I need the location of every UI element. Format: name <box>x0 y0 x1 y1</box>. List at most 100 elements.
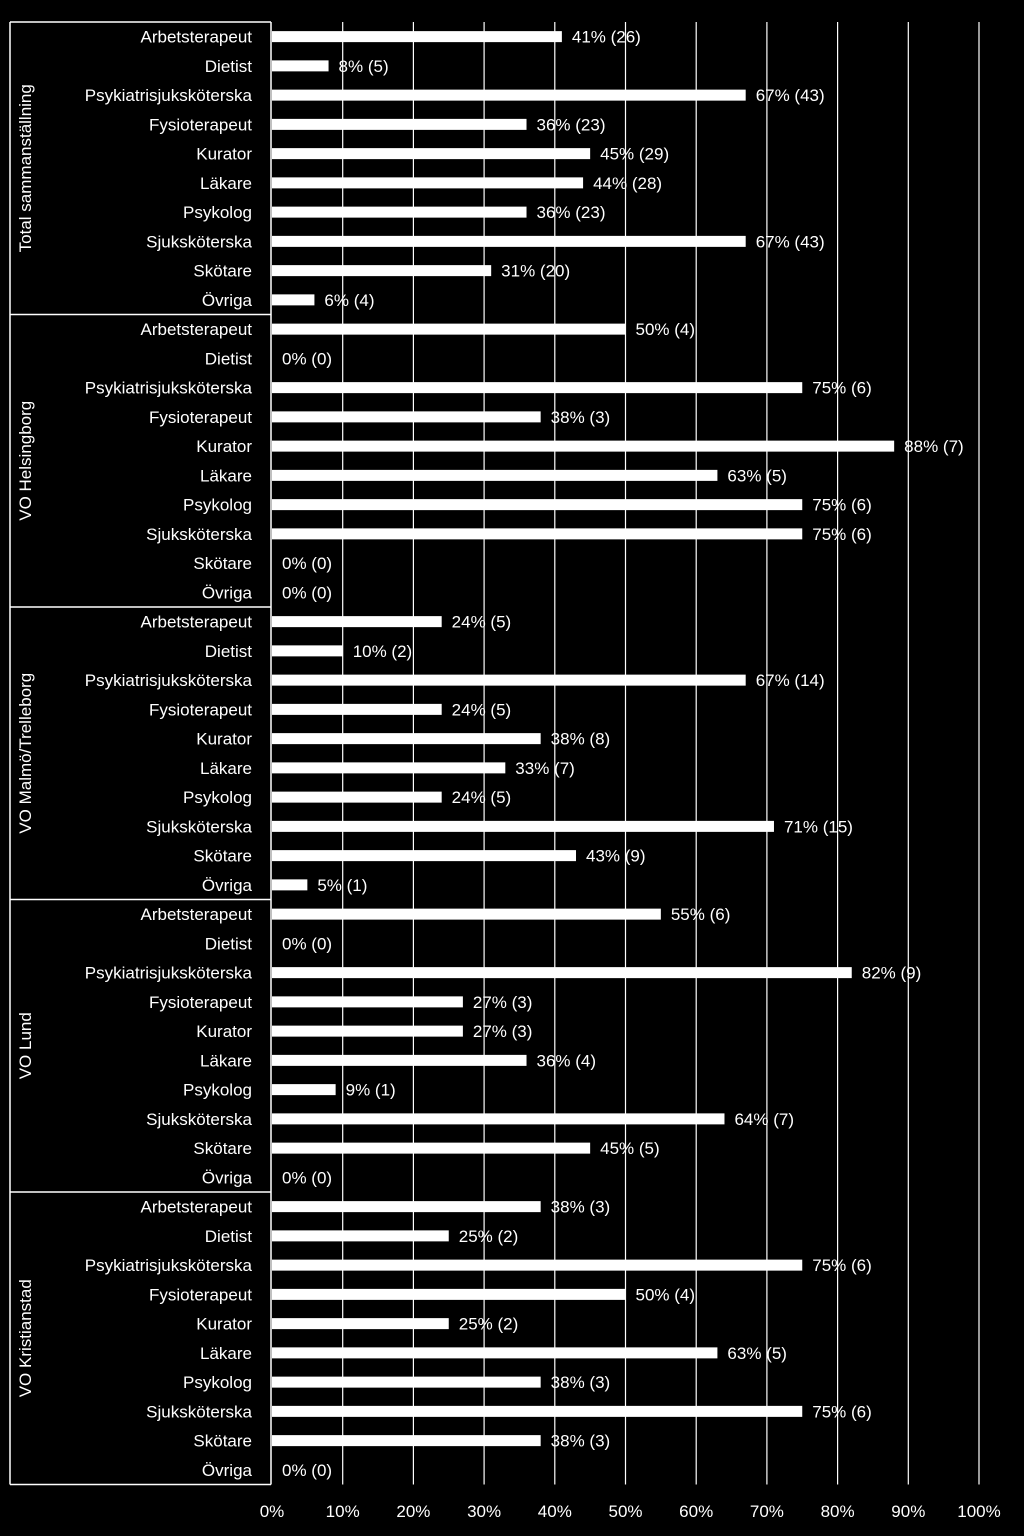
value-label: 41% (26) <box>572 28 641 47</box>
bar <box>272 850 577 862</box>
bar <box>272 1201 541 1213</box>
value-label: 38% (3) <box>551 408 611 427</box>
value-label: 38% (8) <box>551 730 611 749</box>
value-label: 0% (0) <box>282 349 332 368</box>
bar <box>272 820 774 832</box>
category-label: Arbetsterapeut <box>140 905 252 924</box>
x-tick-label: 80% <box>821 1502 855 1521</box>
category-label: Läkare <box>200 759 252 778</box>
x-tick-label: 10% <box>326 1502 360 1521</box>
value-label: 75% (6) <box>812 379 872 398</box>
x-tick-label: 40% <box>538 1502 572 1521</box>
bar <box>272 294 315 306</box>
value-label: 45% (5) <box>600 1139 660 1158</box>
value-label: 24% (5) <box>452 700 512 719</box>
value-label: 75% (6) <box>812 525 872 544</box>
value-label: 44% (28) <box>593 174 662 193</box>
category-label: Läkare <box>200 1344 252 1363</box>
group-label: Total sammanställning <box>16 84 35 252</box>
value-label: 0% (0) <box>282 934 332 953</box>
group-label: VO Malmö/Trelleborg <box>16 673 35 834</box>
category-label: Kurator <box>196 437 252 456</box>
category-label: Fysioterapeut <box>149 700 252 719</box>
bar <box>272 528 803 540</box>
value-label: 75% (6) <box>812 496 872 515</box>
category-label: Dietist <box>205 349 253 368</box>
value-label: 27% (3) <box>473 1022 533 1041</box>
value-label: 24% (5) <box>452 613 512 632</box>
bar <box>272 1025 463 1037</box>
category-axis-frame <box>9 21 272 1486</box>
category-label: Skötare <box>193 262 252 281</box>
value-label: 27% (3) <box>473 993 533 1012</box>
value-label: 38% (3) <box>551 1373 611 1392</box>
category-label: Skötare <box>193 1432 252 1451</box>
category-label: Övriga <box>202 876 253 895</box>
bar <box>272 177 584 189</box>
x-tick-label: 60% <box>679 1502 713 1521</box>
value-label: 64% (7) <box>734 1110 794 1129</box>
category-label: Sjuksköterska <box>146 1110 252 1129</box>
x-tick-label: 70% <box>750 1502 784 1521</box>
value-label: 33% (7) <box>515 759 575 778</box>
bar <box>272 791 442 803</box>
bar <box>272 996 463 1008</box>
bar <box>272 1142 591 1154</box>
category-label: Sjuksköterska <box>146 525 252 544</box>
value-label: 31% (20) <box>501 262 570 281</box>
value-label: 67% (14) <box>756 671 825 690</box>
bar <box>272 31 562 43</box>
bar <box>272 1259 803 1271</box>
bar <box>272 235 746 247</box>
value-label: 71% (15) <box>784 817 853 836</box>
value-label: 10% (2) <box>353 642 413 661</box>
bar <box>272 148 591 160</box>
category-label: Psykolog <box>183 496 252 515</box>
category-label: Övriga <box>202 291 253 310</box>
bar <box>272 1113 725 1125</box>
category-label: Psykolog <box>183 203 252 222</box>
category-label: Kurator <box>196 730 252 749</box>
bar <box>272 703 442 715</box>
bar <box>272 440 895 452</box>
category-label: Läkare <box>200 1051 252 1070</box>
value-label: 0% (0) <box>282 554 332 573</box>
bar <box>272 1376 541 1388</box>
category-label: Skötare <box>193 554 252 573</box>
value-label: 50% (4) <box>636 320 696 339</box>
bar <box>272 1230 449 1242</box>
bar <box>272 60 329 72</box>
value-label: 36% (23) <box>537 115 606 134</box>
value-label: 88% (7) <box>904 437 964 456</box>
category-label: Psykolog <box>183 1373 252 1392</box>
value-label: 50% (4) <box>636 1285 696 1304</box>
x-tick-label: 90% <box>891 1502 925 1521</box>
bar <box>272 674 746 686</box>
x-tick-label: 100% <box>957 1502 1000 1521</box>
value-label: 38% (3) <box>551 1198 611 1217</box>
value-label: 75% (6) <box>812 1402 872 1421</box>
category-label: Psykiatrisjuksköterska <box>85 86 253 105</box>
value-label: 67% (43) <box>756 232 825 251</box>
bar <box>272 645 343 657</box>
bar <box>272 411 541 423</box>
value-label: 0% (0) <box>282 583 332 602</box>
category-label: Dietist <box>205 642 253 661</box>
group-label: VO Kristianstad <box>16 1279 35 1397</box>
x-tick-label: 0% <box>260 1502 285 1521</box>
bar <box>272 1084 336 1096</box>
category-label: Skötare <box>193 847 252 866</box>
value-label: 6% (4) <box>324 291 374 310</box>
value-label: 38% (3) <box>551 1432 611 1451</box>
bar <box>272 1054 527 1066</box>
value-label: 36% (23) <box>537 203 606 222</box>
bar <box>272 967 852 979</box>
value-label: 45% (29) <box>600 145 669 164</box>
value-label: 36% (4) <box>537 1051 597 1070</box>
bar <box>272 1435 541 1447</box>
bar <box>272 1288 626 1300</box>
bar <box>272 206 527 218</box>
value-label: 25% (2) <box>459 1227 519 1246</box>
value-label: 0% (0) <box>282 1168 332 1187</box>
